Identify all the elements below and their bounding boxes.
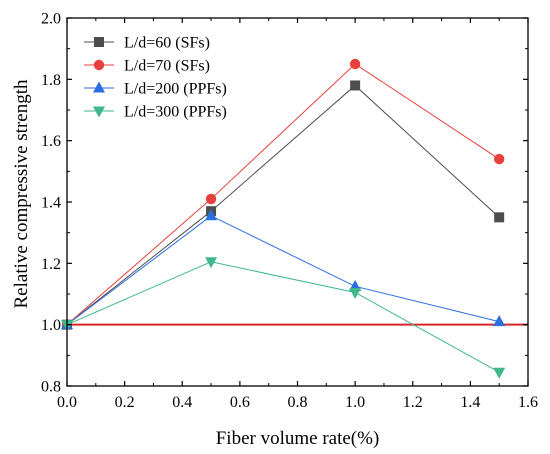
x-tick-label-5: 0.8	[288, 394, 308, 411]
legend-marker-2	[93, 59, 105, 71]
series-layer	[61, 58, 528, 379]
legend-label-1: L/d=60 (SFs)	[124, 35, 210, 52]
y-tick-label-1: 0.8	[41, 379, 61, 396]
legend-marker-4	[93, 106, 105, 118]
x-tick-label-9: 1.6	[518, 394, 538, 411]
series-line-4	[66, 261, 500, 373]
legend: L/d=60 (SFs) L/d=70 (SFs) L/d=200 (PPFs) L/…	[84, 35, 227, 121]
x-axis-title: Fiber volume rate(%)	[216, 428, 380, 449]
data-point-s4-2	[205, 257, 218, 269]
series-line-2	[66, 63, 500, 326]
data-point-s4-3	[349, 287, 362, 299]
data-point-s3-4	[493, 315, 506, 327]
x-tick-label-8: 1.4	[460, 394, 480, 411]
axis-ticks: 0.0 0.2 0.4 0.6 0.8 1.0 1.2 1.4 1.6 0.8 1.0 1.2 1.4 1…	[41, 11, 538, 412]
series-line-1	[66, 84, 500, 326]
y-tick-label-5: 1.6	[41, 133, 61, 150]
data-point-s4-4	[493, 367, 506, 379]
y-tick-label-2: 1.0	[41, 317, 61, 334]
y-tick-label-4: 1.4	[41, 195, 61, 212]
data-point-s2-2	[205, 193, 217, 205]
x-tick-label-2: 0.2	[115, 394, 135, 411]
y-axis-title: Relative compressive strength	[11, 79, 32, 308]
x-tick-label-4: 0.6	[230, 394, 250, 411]
data-point-s1-3	[350, 80, 361, 91]
data-point-s3-2	[205, 209, 218, 221]
y-tick-label-3: 1.2	[41, 256, 61, 273]
legend-label-4: L/d=300 (PPFs)	[124, 104, 227, 121]
y-tick-label-7: 2.0	[41, 11, 61, 28]
x-tick-label-7: 1.2	[403, 394, 423, 411]
legend-label-2: L/d=70 (SFs)	[124, 58, 210, 75]
x-tick-label-1: 0.0	[57, 394, 77, 411]
y-tick-label-6: 1.8	[41, 72, 61, 89]
series-line-3	[66, 215, 500, 326]
legend-label-3: L/d=200 (PPFs)	[124, 81, 227, 98]
legend-marker-3	[93, 81, 105, 93]
data-point-s1-4	[494, 212, 505, 223]
x-tick-label-3: 0.4	[172, 394, 192, 411]
data-point-s2-3	[349, 58, 361, 70]
data-point-s2-4	[493, 153, 505, 165]
legend-marker-1	[94, 37, 104, 47]
x-tick-label-6: 1.0	[345, 394, 365, 411]
